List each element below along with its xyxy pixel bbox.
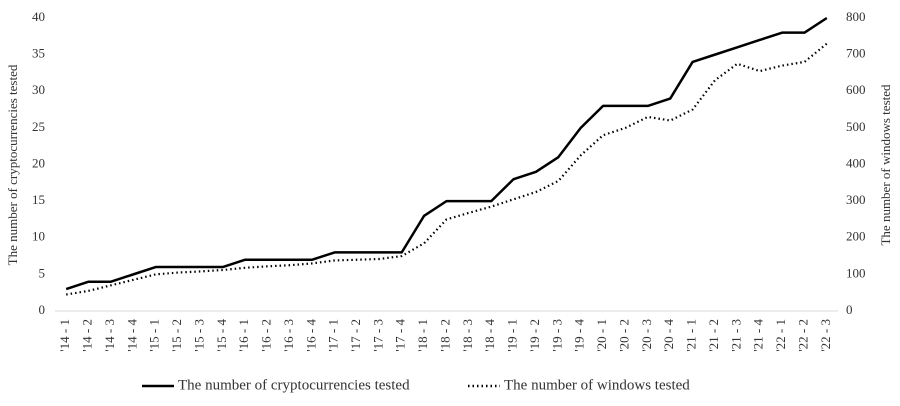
x-tick-label: '22 - 3 [818,319,833,352]
y2-tick-label: 200 [846,229,866,244]
x-tick-label: '15 - 2 [169,319,184,352]
x-tick-label: '16 - 2 [259,319,274,352]
x-tick-label: '18 - 3 [460,319,475,352]
series-line [65,16,828,291]
x-tick-label: '19 - 4 [572,319,587,352]
x-tick-label: '20 - 2 [616,319,631,352]
y-tick-label: 25 [32,119,45,134]
y-tick-label: 40 [32,9,45,24]
y2-tick-label: 100 [846,265,866,280]
x-tick-label: '14 - 2 [80,319,95,352]
legend-label: The number of windows tested [504,377,690,393]
x-tick-label: '16 - 3 [281,319,296,352]
y-tick-label: 35 [32,46,45,61]
x-tick-label: '21 - 4 [751,319,766,352]
x-tick-label: '14 - 4 [124,319,139,352]
x-tick-label: '19 - 1 [505,319,520,352]
y-tick-label: 20 [32,155,45,170]
x-tick-label: '18 - 4 [482,319,497,352]
x-tick-label: '16 - 4 [303,319,318,352]
y2-tick-label: 500 [846,119,866,134]
y-tick-label: 5 [39,265,46,280]
x-tick-label: '18 - 1 [415,319,430,352]
x-tick-label: '15 - 1 [147,319,162,352]
x-tick-label: '17 - 2 [348,319,363,352]
y2-tick-label: 800 [846,9,866,24]
x-tick-label: '17 - 3 [370,319,385,352]
x-tick-label: '19 - 2 [527,319,542,352]
y-tick-label: 0 [39,302,46,317]
x-tick-label: '19 - 3 [549,319,564,352]
legend-label: The number of cryptocurrencies tested [178,377,410,393]
y2-tick-label: 700 [846,46,866,61]
y2-tick-label: 0 [846,302,853,317]
y2-tick-label: 600 [846,82,866,97]
x-tick-label: '15 - 3 [191,319,206,352]
x-tick-label: '21 - 2 [706,319,721,352]
y2-axis-label: The number of windows tested [878,84,893,246]
x-tick-label: '16 - 1 [236,319,251,352]
series-line [66,42,828,296]
x-tick-label: '14 - 1 [57,319,72,352]
x-tick-label: '22 - 1 [773,319,788,352]
x-tick-label: '20 - 1 [594,319,609,352]
x-tick-label: '15 - 4 [214,319,229,352]
y-tick-label: 15 [32,192,45,207]
x-tick-label: '17 - 1 [326,319,341,352]
y2-tick-label: 400 [846,155,866,170]
x-tick-label: '14 - 3 [102,319,117,352]
x-tick-label: '21 - 1 [684,319,699,352]
x-tick-label: '22 - 2 [795,319,810,352]
y-tick-label: 30 [32,82,45,97]
x-tick-label: '17 - 4 [393,319,408,352]
y-axis-label: The number of cryptocurrencies tested [5,64,20,265]
x-tick-label: '20 - 3 [639,319,654,352]
y-tick-label: 10 [32,229,45,244]
x-tick-label: '18 - 2 [437,319,452,352]
x-tick-label: '20 - 4 [661,319,676,352]
y2-tick-label: 300 [846,192,866,207]
x-tick-label: '21 - 3 [728,319,743,352]
